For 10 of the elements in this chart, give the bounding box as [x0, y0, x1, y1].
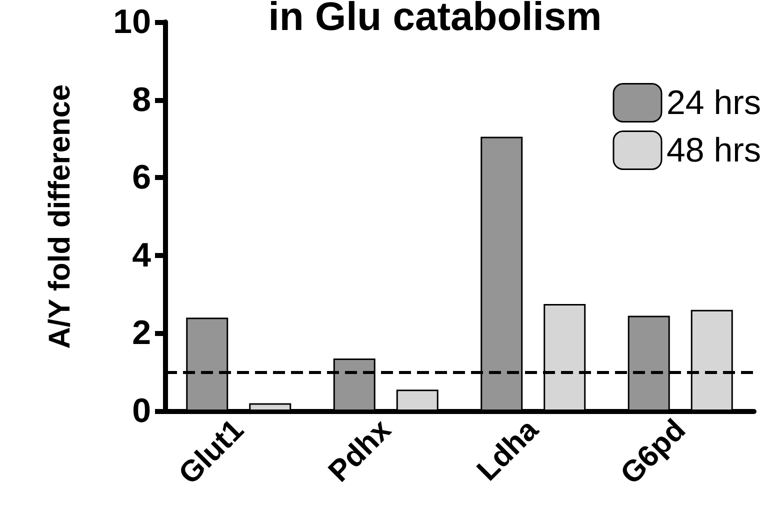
y-axis-title: A/Y fold difference [44, 84, 76, 349]
y-tick-label: 8 [132, 80, 151, 119]
y-tick-label: 0 [132, 392, 151, 430]
legend-label: 48 hrs [666, 131, 762, 170]
y-tick-label: 4 [132, 236, 152, 274]
y-tick-label: 10 [113, 3, 151, 41]
y-tick-label: 2 [132, 314, 151, 352]
y-tick-label: 6 [132, 158, 151, 197]
chart-title: in Glu catabolism [268, 0, 602, 39]
legend-label: 24 hrs [666, 84, 762, 122]
